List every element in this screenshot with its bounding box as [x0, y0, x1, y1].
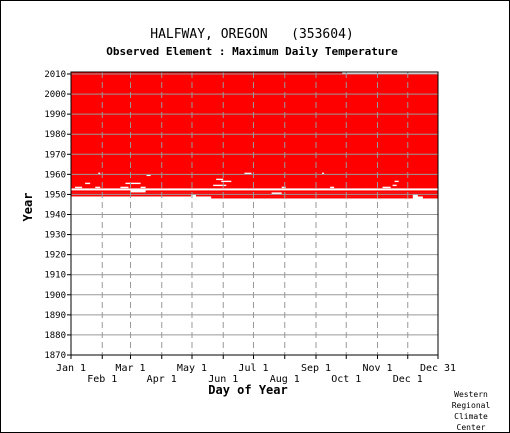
- gridlines: [71, 72, 438, 355]
- year-coverage-segment: [422, 196, 438, 199]
- missing-data-gap: [75, 186, 83, 189]
- y-tick-label: 2010: [44, 70, 66, 80]
- complete-years-block: [71, 72, 438, 189]
- y-tick-label: 1880: [44, 331, 66, 341]
- year-coverage-segment: [211, 196, 413, 199]
- y-tick-label: 1890: [44, 311, 66, 321]
- data-marks: [71, 72, 438, 199]
- missing-data-gap: [362, 188, 375, 191]
- missing-data-gap: [98, 172, 101, 175]
- year-coverage-segment: [71, 192, 272, 195]
- credit-line: Western: [454, 390, 488, 399]
- x-tick-label: May 1: [177, 363, 207, 374]
- missing-data-gap: [95, 186, 101, 189]
- x-tick-label: Oct 1: [331, 374, 361, 385]
- y-tick-label: 1980: [44, 130, 66, 140]
- credit-line: Regional: [451, 401, 491, 410]
- y-axis: 1870 1880 1890 1900 1910 1920 1930 1940 1950 1960…: [44, 70, 71, 361]
- x-tick-label: Aug 1: [270, 374, 300, 385]
- missing-data-gap: [281, 186, 286, 189]
- y-tick-label: 1990: [44, 110, 66, 120]
- x-tick-label: Sep 1: [301, 363, 331, 374]
- y-tick-label: 1950: [44, 190, 66, 200]
- x-tick-label: Jun 1: [208, 374, 238, 385]
- missing-data-gap: [382, 186, 391, 189]
- y-tick-label: 1920: [44, 251, 66, 261]
- missing-data-gap: [330, 186, 335, 189]
- missing-data-gap: [216, 178, 224, 181]
- year-coverage-segment: [71, 194, 191, 197]
- year-coverage-segment: [71, 190, 131, 193]
- y-tick-label: 1900: [44, 291, 66, 301]
- y-tick-label: 1910: [44, 271, 66, 281]
- y-tick-label: 1940: [44, 211, 66, 221]
- plot-area: [70, 71, 439, 356]
- y-tick-label: 1870: [44, 351, 66, 361]
- x-tick-label: Jul 1: [238, 363, 268, 374]
- missing-data-gap: [146, 174, 151, 177]
- year-coverage-segment: [196, 194, 413, 197]
- credit-line: Center: [456, 423, 486, 432]
- x-tick-label: Dec 1: [393, 374, 423, 385]
- year-coverage-segment: [281, 192, 438, 195]
- x-axis-label: Day of Year: [208, 383, 287, 397]
- x-tick-label: Mar 1: [115, 363, 145, 374]
- x-tick-label: Dec 31: [420, 363, 456, 374]
- missing-data-gap: [213, 184, 227, 187]
- year-coverage-segment: [145, 190, 438, 193]
- missing-data-gap: [394, 180, 399, 183]
- missing-data-gap: [342, 72, 438, 74]
- missing-data-gap: [221, 180, 232, 183]
- missing-data-gap: [392, 184, 397, 187]
- x-tick-label: Jan 1: [56, 363, 86, 374]
- year-coverage-segment: [417, 194, 438, 197]
- x-axis: Jan 1 Mar 1 May 1 Jul 1 Sep 1 Nov 1 Dec 31 Feb …: [56, 355, 456, 385]
- y-tick-label: 1930: [44, 231, 66, 241]
- x-tick-label: Apr 1: [147, 374, 177, 385]
- chart-title: HALFWAY, OREGON (353604): [150, 27, 354, 42]
- missing-data-gap: [85, 182, 91, 185]
- missing-data-gap: [211, 188, 220, 191]
- x-tick-label: Nov 1: [362, 363, 392, 374]
- y-axis-label: Year: [21, 193, 35, 222]
- y-tick-label: 2000: [44, 90, 66, 100]
- missing-data-gap: [120, 186, 129, 189]
- credit-label: Western Regional Climate Center: [446, 389, 496, 433]
- missing-data-gap: [125, 182, 141, 185]
- missing-data-gap: [140, 186, 146, 189]
- missing-data-gap: [244, 172, 252, 175]
- x-tick-label: Feb 1: [87, 374, 117, 385]
- y-tick-label: 1970: [44, 150, 66, 160]
- y-tick-label: 1960: [44, 170, 66, 180]
- credit-line: Climate: [454, 412, 488, 421]
- chart-subtitle: Observed Element : Maximum Daily Tempera…: [106, 45, 398, 58]
- missing-data-gap: [322, 172, 325, 175]
